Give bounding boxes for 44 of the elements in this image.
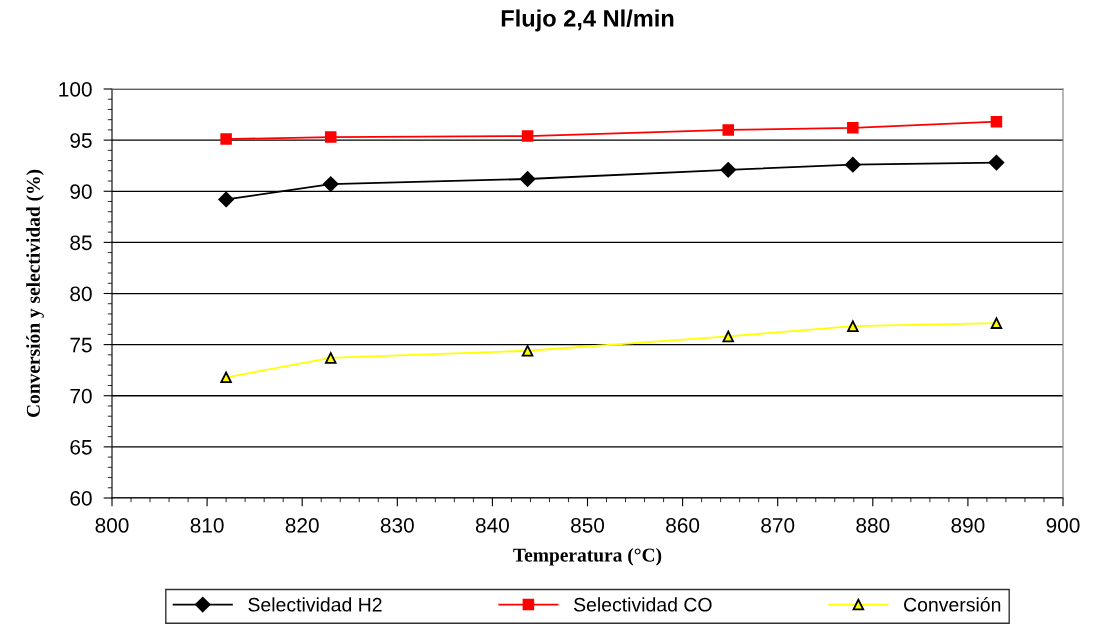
x-tick-label: 890 [951, 517, 985, 533]
legend-label: Selectividad CO [574, 597, 712, 612]
legend-label: Selectividad H2 [248, 597, 382, 612]
point [847, 122, 859, 134]
x-axis-title: Temperatura (°C) [513, 547, 662, 566]
y-tick-label: 65 [70, 439, 92, 455]
x-tick-label: 870 [761, 517, 795, 533]
x-tick-label: 820 [285, 517, 319, 533]
y-axis-title: Conversión y selectividad (%) [26, 169, 44, 418]
point [847, 320, 859, 332]
point [220, 133, 232, 145]
x-tick-label: 810 [190, 517, 224, 533]
point [519, 171, 536, 187]
point [324, 352, 337, 364]
point [720, 161, 737, 178]
point [324, 131, 337, 143]
legend-label: Conversión [904, 597, 1001, 612]
point [521, 344, 534, 357]
point [845, 156, 861, 173]
x-tick-label: 800 [95, 517, 129, 533]
x-tick-label: 830 [380, 517, 414, 533]
point [220, 371, 232, 384]
x-tick-label: 840 [475, 517, 509, 533]
point [521, 130, 534, 142]
y-tick-label: 60 [70, 491, 92, 506]
y-tick-label: 75 [70, 337, 92, 353]
y-tick-label: 85 [70, 235, 92, 251]
x-tick-label: 880 [856, 517, 890, 533]
y-tick-label: 90 [70, 184, 92, 199]
y-tick-label: 95 [70, 133, 92, 148]
x-tick-label: 860 [666, 517, 700, 533]
y-tick-label: 80 [70, 286, 92, 302]
point [988, 154, 1005, 171]
y-tick-label: 70 [70, 388, 92, 404]
x-tick-label: 850 [571, 517, 605, 533]
point [990, 317, 1003, 329]
point [722, 330, 735, 343]
y-tick-label: 100 [59, 82, 92, 97]
point [722, 124, 735, 136]
x-tick-label: 900 [1046, 517, 1080, 533]
chart-title: Flujo 2,4 Nl/min [501, 9, 674, 32]
point [322, 176, 339, 192]
point [218, 191, 234, 208]
point [990, 115, 1003, 128]
